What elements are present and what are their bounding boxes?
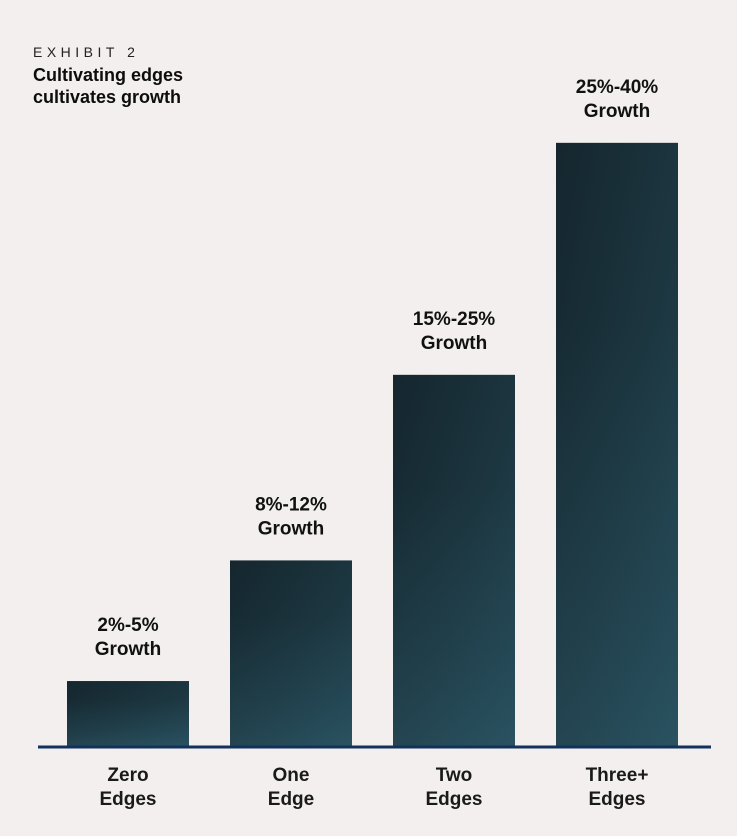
chart-title: Cultivating edges cultivates growth (33, 65, 184, 107)
exhibit-label: EXHIBIT 2 (33, 44, 140, 60)
value-label-3-line-1: Growth (584, 101, 651, 122)
category-label-2-line-0: Two (436, 765, 473, 786)
value-label-1-line-1: Growth (258, 518, 325, 539)
bar-texture-1 (230, 616, 352, 746)
category-label-3-line-1: Edges (588, 789, 645, 810)
labels-layer: 2%-5% Growth Zero Edges 8%-12% Growth One Edge 1… (95, 77, 659, 810)
category-label-1-line-0: One (273, 765, 310, 786)
bar-texture-2 (393, 486, 515, 746)
category-label-3-line-0: Three+ (586, 765, 649, 786)
bar-texture-0 (67, 700, 189, 746)
value-label-1-line-0: 8%-12% (255, 494, 327, 515)
value-label-2-line-1: Growth (421, 333, 488, 354)
value-label-3-line-0: 25%-40% (576, 77, 658, 98)
bar-texture-3 (556, 323, 678, 746)
value-label-2-line-0: 15%-25% (413, 309, 495, 330)
value-label-0-line-1: Growth (95, 639, 162, 660)
category-label-1-line-1: Edge (268, 789, 314, 810)
category-label-0-line-0: Zero (107, 765, 148, 786)
value-label-0-line-0: 2%-5% (97, 615, 158, 636)
category-label-2-line-1: Edges (425, 789, 482, 810)
category-label-0-line-1: Edges (99, 789, 156, 810)
bars-layer (67, 142, 678, 746)
